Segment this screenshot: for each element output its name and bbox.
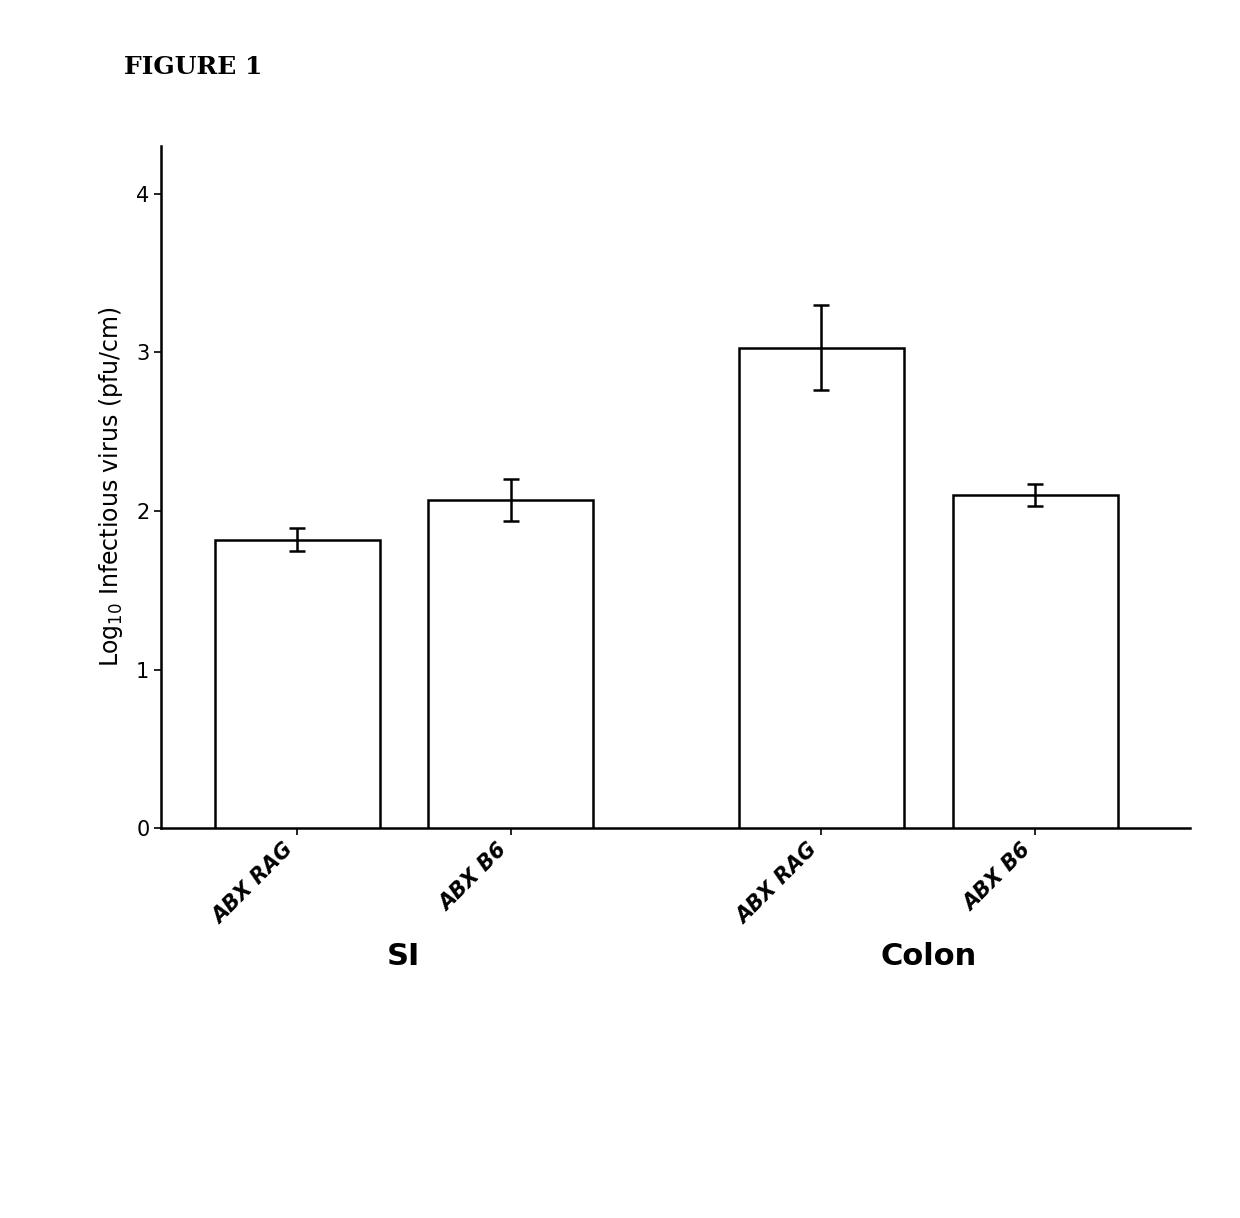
Bar [952,496,1117,828]
Bar [428,499,593,828]
Text: SI: SI [387,943,420,972]
Text: Colon: Colon [880,943,976,972]
Text: FIGURE 1: FIGURE 1 [124,55,263,79]
Bar [739,347,904,828]
Y-axis label: Log$_{10}$ Infectious virus (pfu/cm): Log$_{10}$ Infectious virus (pfu/cm) [97,307,125,667]
Bar [215,540,379,828]
